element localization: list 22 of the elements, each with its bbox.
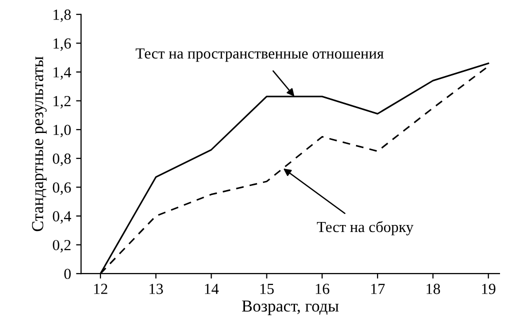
x-tick-label: 14: [205, 284, 219, 294]
annotation: Тест на сборку: [316, 221, 414, 236]
x-tick-label: 15: [260, 284, 274, 294]
x-tick-label: 17: [371, 284, 385, 294]
x-tick-label: 19: [482, 284, 496, 294]
y-tick-label: 1,0: [54, 124, 71, 138]
y-tick-label: 0: [64, 268, 71, 280]
y-tick-label: 0,4: [52, 211, 72, 224]
y-tick-label: 0,6: [52, 182, 71, 195]
x-axis-title: Возраст, годы: [242, 300, 339, 316]
x-tick-label: 18: [426, 284, 440, 294]
x-tick-label: 13: [150, 284, 163, 294]
y-tick-label: 1,6: [54, 38, 71, 51]
y-tick-label: 1,8: [54, 10, 71, 22]
y-tick-label: 0,8: [52, 154, 71, 166]
y-axis-title: Стандартные результаты: [32, 56, 47, 232]
y-tick-label: 1,4: [54, 67, 72, 80]
annotation: Тест на пространственные отношения: [136, 48, 384, 62]
x-tick-label: 16: [316, 284, 330, 294]
y-tick-label: 1,2: [54, 96, 70, 108]
x-tick-label: 12: [94, 284, 108, 294]
y-tick-label: 0,2: [52, 240, 70, 252]
